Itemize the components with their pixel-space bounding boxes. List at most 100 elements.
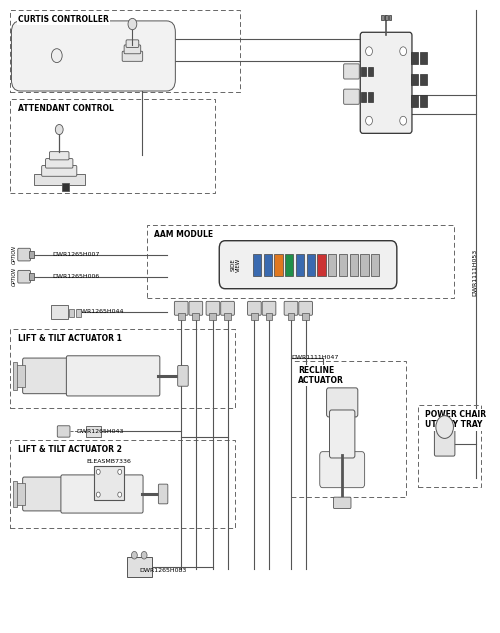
Text: ELEASMB7336: ELEASMB7336	[86, 460, 131, 464]
FancyBboxPatch shape	[434, 425, 455, 456]
Circle shape	[128, 18, 137, 30]
Bar	[412, 96, 418, 107]
FancyBboxPatch shape	[320, 452, 364, 487]
FancyBboxPatch shape	[326, 388, 358, 417]
FancyBboxPatch shape	[371, 254, 380, 276]
Circle shape	[366, 47, 372, 56]
FancyBboxPatch shape	[344, 89, 359, 104]
FancyBboxPatch shape	[22, 358, 70, 394]
Circle shape	[96, 492, 100, 497]
FancyBboxPatch shape	[46, 159, 73, 168]
Bar	[251, 313, 258, 320]
Bar	[224, 313, 231, 320]
Text: SIDE
VIEW: SIDE VIEW	[230, 258, 241, 272]
FancyBboxPatch shape	[360, 32, 412, 134]
FancyBboxPatch shape	[94, 465, 124, 499]
Bar	[420, 74, 426, 85]
FancyBboxPatch shape	[360, 254, 368, 276]
Bar	[412, 53, 418, 64]
FancyBboxPatch shape	[178, 365, 188, 386]
FancyBboxPatch shape	[66, 356, 160, 396]
FancyBboxPatch shape	[122, 51, 142, 61]
FancyBboxPatch shape	[18, 270, 30, 283]
FancyBboxPatch shape	[296, 254, 304, 276]
FancyBboxPatch shape	[334, 497, 351, 508]
FancyBboxPatch shape	[174, 301, 188, 315]
Text: CURTIS CONTROLLER: CURTIS CONTROLLER	[18, 15, 108, 24]
FancyBboxPatch shape	[58, 426, 70, 437]
Bar	[178, 313, 184, 320]
FancyBboxPatch shape	[220, 301, 234, 315]
Bar	[10, 99, 216, 193]
Circle shape	[118, 469, 122, 474]
Bar	[69, 309, 74, 316]
Circle shape	[118, 492, 122, 497]
FancyBboxPatch shape	[306, 254, 315, 276]
Circle shape	[400, 47, 406, 56]
Text: DWR1265H006: DWR1265H006	[52, 274, 99, 279]
Bar	[291, 361, 406, 496]
Circle shape	[436, 416, 454, 439]
Text: DWR1265H043: DWR1265H043	[76, 429, 124, 434]
Bar	[381, 15, 384, 20]
Bar	[412, 74, 418, 85]
Bar	[10, 440, 235, 528]
Bar	[30, 251, 35, 258]
Bar	[62, 183, 70, 191]
Bar	[360, 67, 366, 77]
Text: DWR1265H007: DWR1265H007	[52, 252, 100, 257]
Text: POWER CHAIR
UTILITY TRAY: POWER CHAIR UTILITY TRAY	[425, 410, 486, 429]
FancyBboxPatch shape	[318, 254, 326, 276]
FancyBboxPatch shape	[22, 477, 64, 511]
Circle shape	[141, 551, 147, 559]
Text: ATTENDANT CONTROL: ATTENDANT CONTROL	[18, 104, 114, 113]
Bar	[76, 309, 80, 316]
FancyBboxPatch shape	[350, 254, 358, 276]
Bar	[210, 313, 216, 320]
FancyBboxPatch shape	[274, 254, 282, 276]
FancyBboxPatch shape	[248, 301, 261, 315]
FancyBboxPatch shape	[18, 248, 30, 261]
Bar	[288, 313, 294, 320]
Bar	[385, 15, 388, 20]
FancyBboxPatch shape	[285, 254, 294, 276]
Text: DWR1111H047: DWR1111H047	[291, 355, 339, 360]
Bar	[420, 53, 426, 64]
FancyBboxPatch shape	[284, 301, 298, 315]
Circle shape	[52, 49, 62, 63]
Bar	[10, 10, 239, 92]
FancyBboxPatch shape	[339, 254, 347, 276]
Bar	[10, 329, 235, 408]
FancyBboxPatch shape	[126, 40, 139, 47]
Bar	[16, 365, 25, 387]
Bar	[420, 96, 426, 107]
Bar	[418, 405, 481, 487]
Bar	[302, 313, 309, 320]
Text: DWR1265H083: DWR1265H083	[140, 568, 187, 573]
Bar	[16, 483, 25, 505]
Circle shape	[96, 469, 100, 474]
Bar	[368, 67, 373, 77]
Circle shape	[56, 125, 63, 135]
FancyBboxPatch shape	[50, 152, 69, 160]
FancyBboxPatch shape	[51, 305, 68, 319]
Text: OPTION: OPTION	[12, 267, 16, 286]
Bar	[360, 92, 366, 102]
Circle shape	[132, 551, 138, 559]
FancyBboxPatch shape	[253, 254, 261, 276]
FancyBboxPatch shape	[12, 21, 175, 91]
FancyBboxPatch shape	[158, 484, 168, 504]
FancyBboxPatch shape	[34, 173, 84, 185]
FancyBboxPatch shape	[264, 254, 272, 276]
FancyBboxPatch shape	[328, 254, 336, 276]
FancyBboxPatch shape	[299, 301, 312, 315]
FancyBboxPatch shape	[344, 64, 359, 79]
Circle shape	[366, 116, 372, 125]
Text: LIFT & TILT ACTUATOR 1: LIFT & TILT ACTUATOR 1	[18, 334, 122, 343]
Text: LIFT & TILT ACTUATOR 2: LIFT & TILT ACTUATOR 2	[18, 445, 122, 454]
FancyBboxPatch shape	[262, 301, 276, 315]
Circle shape	[400, 116, 406, 125]
Text: DWR1111H053: DWR1111H053	[472, 249, 478, 296]
Bar	[266, 313, 272, 320]
FancyBboxPatch shape	[61, 475, 143, 513]
